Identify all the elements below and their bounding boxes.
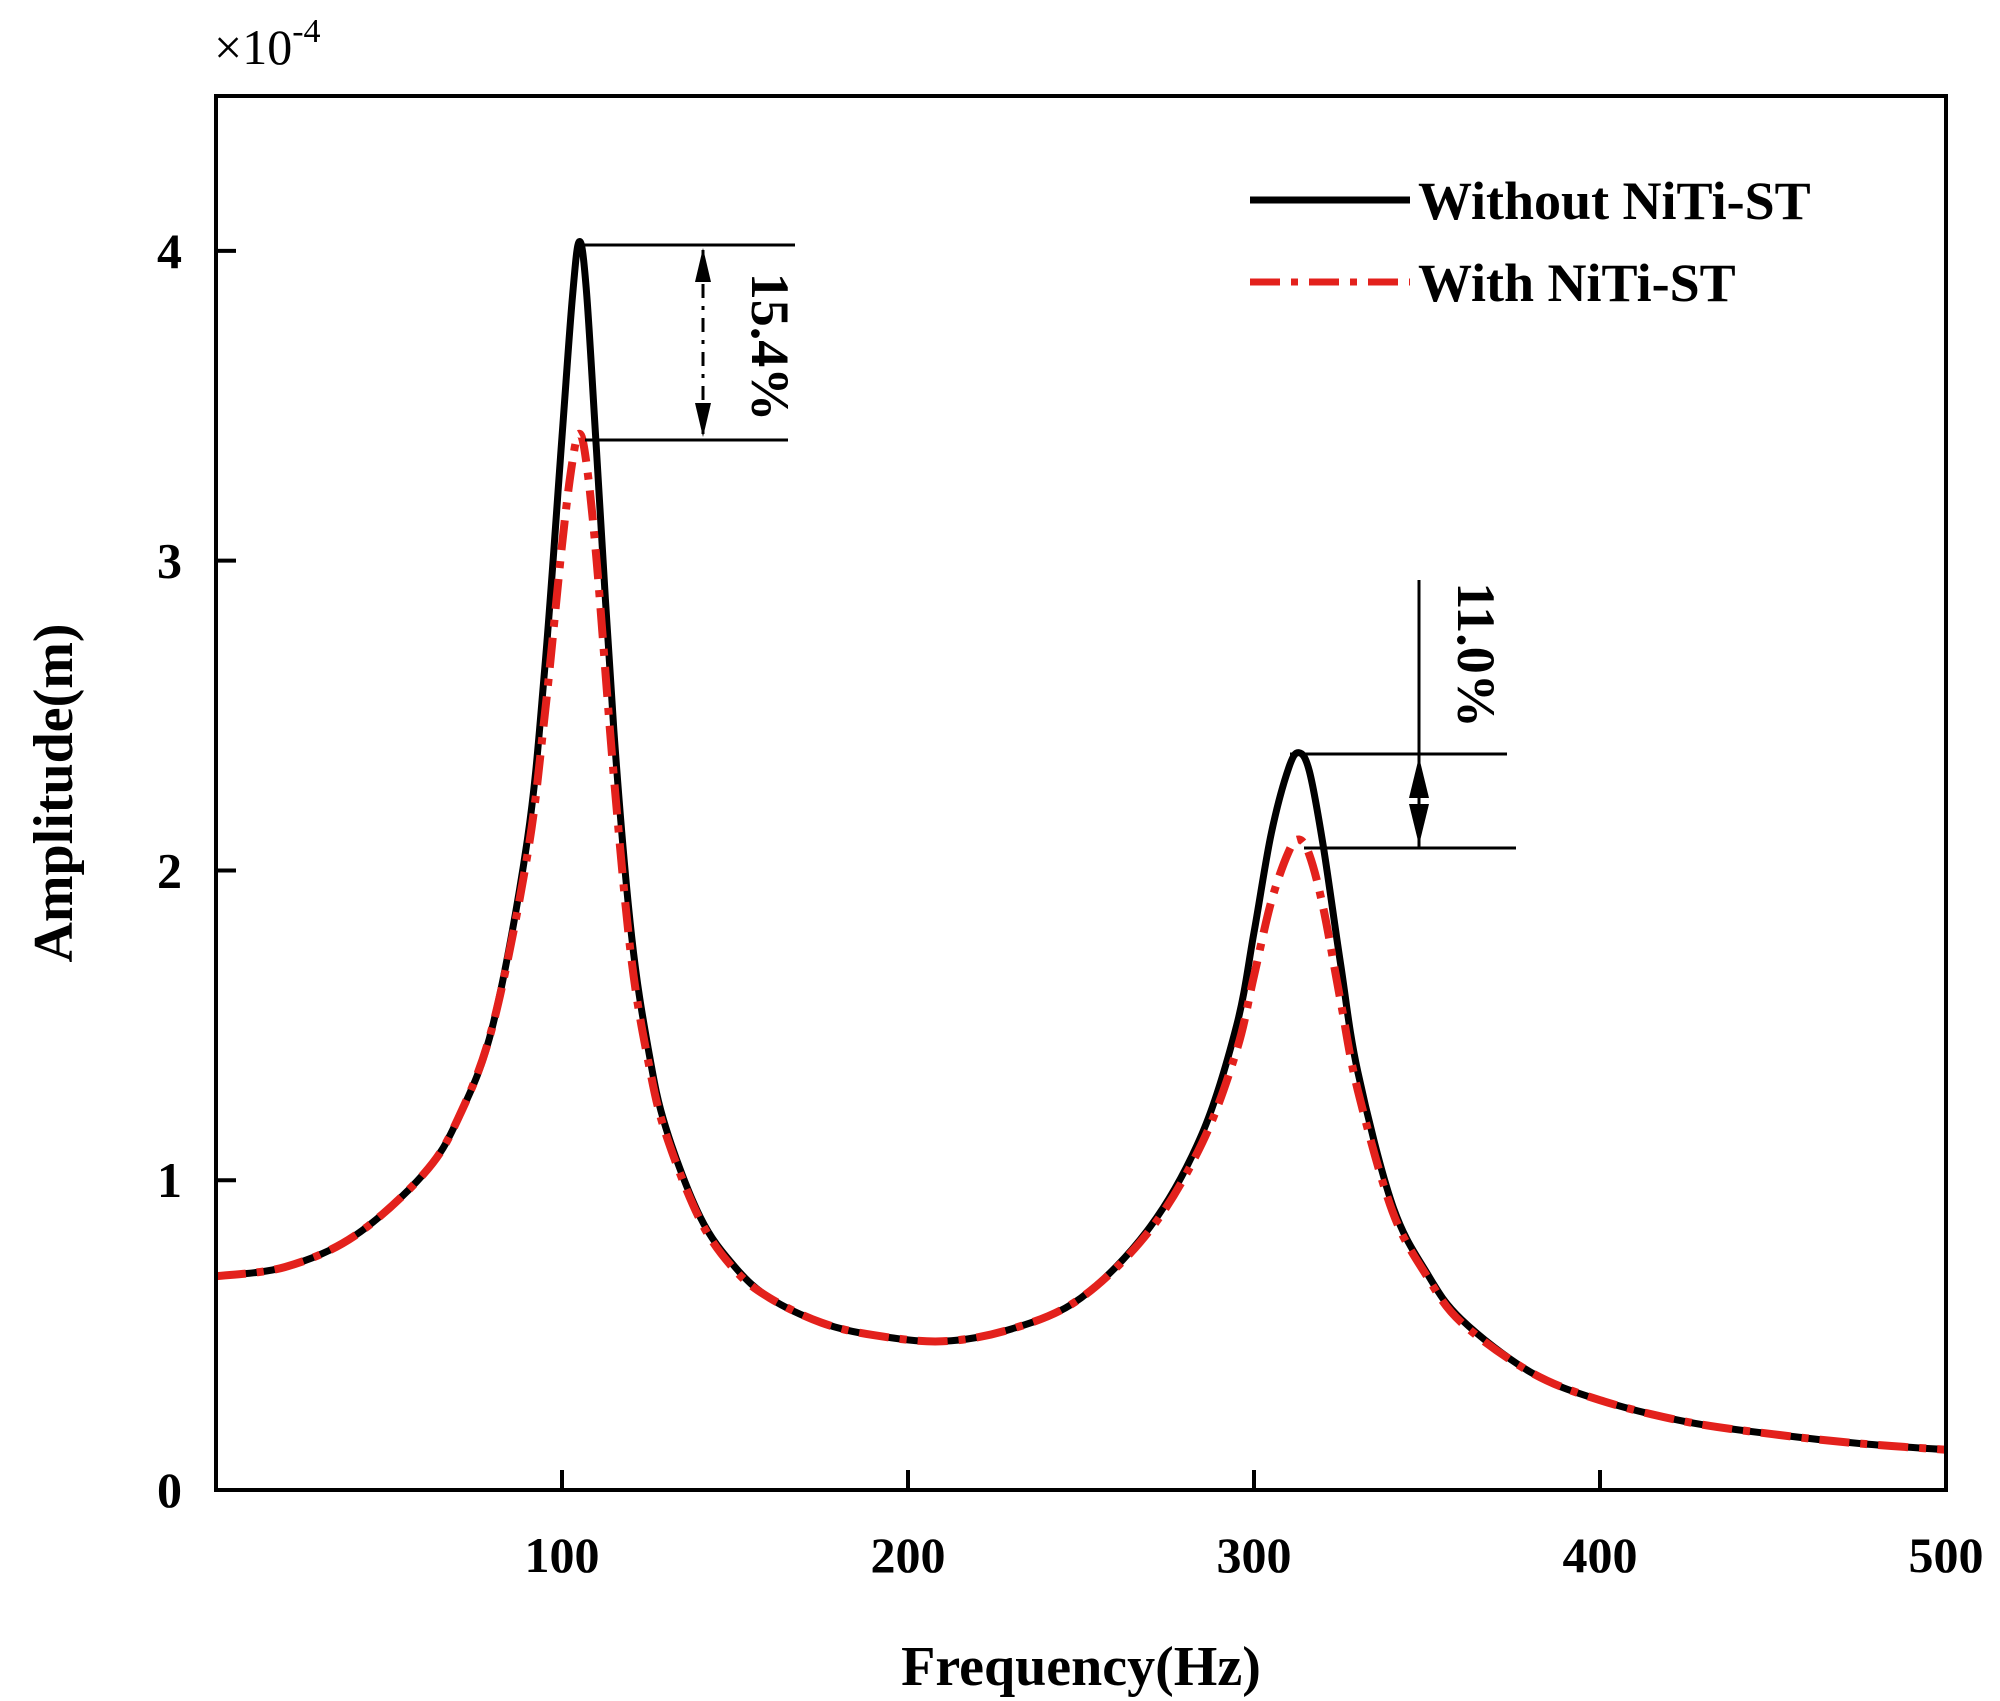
peak1-reduction-label: 15.4% <box>740 273 800 422</box>
y-tick-label: 1 <box>157 1152 182 1208</box>
series-line-with-niti-st <box>216 429 1946 1454</box>
peak2-reduction-label: 11.0% <box>1446 582 1506 728</box>
plot-frame <box>214 94 1948 1492</box>
x-tick-label: 400 <box>1563 1527 1638 1583</box>
x-tick-label: 300 <box>1217 1527 1292 1583</box>
x-tick-label: 200 <box>871 1527 946 1583</box>
y-axis-title: Amplitude(m) <box>23 623 85 962</box>
reduction-annotations: 15.4% 11.0% <box>583 243 1516 850</box>
x-tick-label: 100 <box>525 1527 600 1583</box>
y-tick-label: 0 <box>157 1462 182 1518</box>
x-axis: 100 200 300 400 500 <box>525 1470 1984 1583</box>
y-axis: 0 1 2 3 4 <box>157 223 236 1518</box>
x-axis-title: Frequency(Hz) <box>901 1636 1261 1698</box>
y-tick-label: 3 <box>157 533 182 589</box>
y-axis-multiplier: ×10-4 <box>214 13 321 75</box>
peak2-arrowhead-down <box>1409 804 1429 845</box>
peak1-arrowhead-down <box>695 403 711 437</box>
y-tick-label: 2 <box>157 842 182 898</box>
peak1-arrowhead-up <box>695 248 711 282</box>
x-tick-label: 500 <box>1909 1527 1984 1583</box>
peak2-arrowhead-up <box>1409 757 1429 798</box>
legend-label-with: With NiTi-ST <box>1418 253 1736 313</box>
y-tick-label: 4 <box>157 223 182 279</box>
series-line-without-niti-st <box>216 238 1946 1454</box>
legend-label-without: Without NiTi-ST <box>1418 171 1811 231</box>
legend: Without NiTi-ST With NiTi-ST <box>1250 171 1811 313</box>
